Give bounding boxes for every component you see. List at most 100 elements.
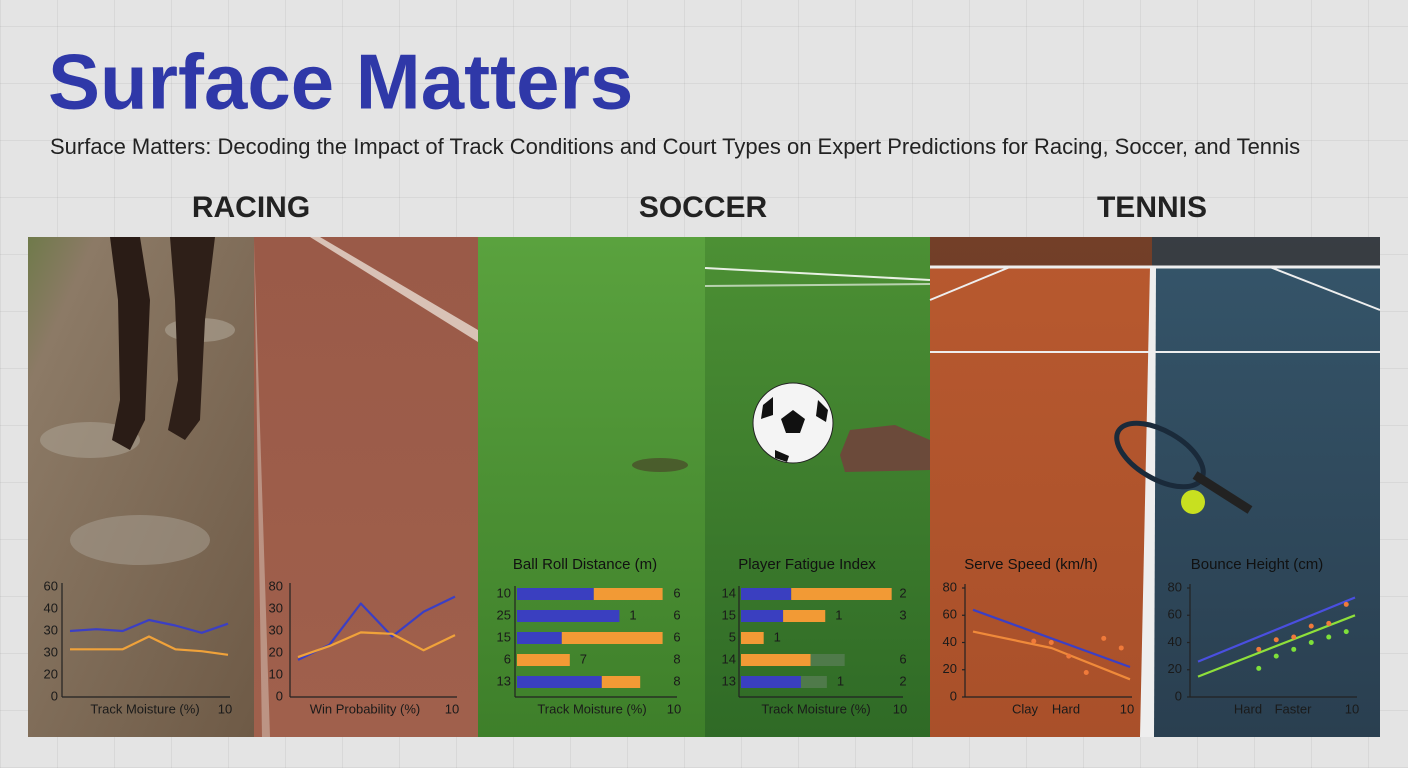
bar-label: 7 (580, 651, 587, 666)
bar-label: 3 (899, 607, 906, 622)
data-point (1291, 646, 1297, 652)
row-label: 10 (497, 585, 511, 600)
bar (783, 610, 826, 622)
data-point (1118, 645, 1124, 651)
y-tick-label: 30 (269, 622, 283, 637)
racing-photo (28, 237, 478, 737)
bar-label: 6 (673, 607, 680, 622)
row-label: 6 (504, 651, 511, 666)
bar (741, 676, 801, 688)
x-tick-label: Faster (1275, 701, 1313, 716)
y-tick-label: 60 (44, 578, 58, 593)
data-point (1083, 669, 1089, 675)
line-series (1197, 596, 1356, 663)
line-series (69, 618, 229, 634)
x-tick-label: 10 (1345, 701, 1359, 716)
bar (741, 654, 811, 666)
data-point (1273, 637, 1279, 643)
y-tick-label: 20 (1168, 661, 1182, 676)
y-tick-label: 40 (44, 600, 58, 615)
y-tick-label: 30 (269, 600, 283, 615)
x-axis-label: Track Moisture (%) (761, 701, 870, 716)
bar-label: 8 (673, 673, 680, 688)
line-series (972, 608, 1131, 669)
y-tick-label: 20 (269, 644, 283, 659)
row-label: 14 (722, 651, 736, 666)
data-point (1048, 640, 1054, 645)
section-label: TENNIS (1097, 191, 1207, 224)
bar (517, 654, 570, 666)
row-label: 5 (729, 629, 736, 644)
tennis-photo (929, 237, 1381, 737)
data-point (1101, 635, 1107, 641)
line-series (70, 635, 229, 656)
data-point (1066, 653, 1072, 659)
y-tick-label: 80 (1168, 579, 1182, 594)
row-label: 15 (722, 607, 736, 622)
chart-title: Bounce Height (cm) (1191, 556, 1324, 573)
y-tick-label: 30 (44, 644, 58, 659)
x-tick-label: 10 (667, 701, 681, 716)
chart-title: Ball Roll Distance (m) (513, 556, 657, 573)
y-tick-label: 40 (943, 634, 957, 649)
y-tick-label: 80 (943, 579, 957, 594)
chart-title: Player Fatigue Index (738, 556, 876, 573)
x-axis-label: Track Moisture (%) (537, 701, 646, 716)
bar-label: 2 (899, 673, 906, 688)
y-tick-label: 60 (943, 607, 957, 622)
y-tick-label: 30 (44, 622, 58, 637)
section-label: SOCCER (639, 191, 768, 224)
x-tick-label: 10 (1120, 701, 1134, 716)
line-series (297, 631, 456, 659)
x-axis-label: Track Moisture (%) (90, 701, 199, 716)
data-point (1256, 646, 1262, 652)
row-label: 13 (722, 673, 736, 688)
y-tick-label: 60 (1168, 607, 1182, 622)
soccer-photo (478, 237, 931, 737)
title: Surface Matters (48, 38, 633, 126)
data-point (1291, 634, 1297, 640)
section-label: RACING (192, 191, 310, 224)
bar-label: 6 (899, 651, 906, 666)
y-tick-label: 20 (943, 661, 957, 676)
data-point (1343, 601, 1349, 607)
bar (741, 588, 792, 600)
bar (517, 676, 602, 688)
bar-label: 8 (673, 651, 680, 666)
bar-label: 1 (835, 607, 842, 622)
bar-label: 1 (774, 629, 781, 644)
bar (561, 632, 663, 644)
bar (517, 588, 594, 600)
chart-title: Serve Speed (km/h) (964, 556, 1097, 573)
bar (800, 676, 827, 688)
y-tick-label: 20 (44, 666, 58, 681)
x-tick-label: 10 (218, 701, 232, 716)
subtitle: Surface Matters: Decoding the Impact of … (50, 134, 1300, 159)
data-point (1326, 634, 1332, 640)
x-tick-label: 10 (893, 701, 907, 716)
bar (593, 588, 663, 600)
row-label: 13 (497, 673, 511, 688)
data-point (1308, 623, 1314, 629)
bar-label: 6 (673, 629, 680, 644)
data-point (1308, 640, 1314, 645)
line-series (972, 630, 1131, 681)
y-tick-label: 0 (51, 688, 58, 703)
bar (741, 632, 764, 644)
data-point (1273, 653, 1279, 659)
x-axis-label: Win Probability (%) (310, 701, 421, 716)
data-point (1343, 629, 1349, 635)
bar-label: 1 (629, 607, 636, 622)
x-tick-label: 10 (445, 701, 459, 716)
y-tick-label: 40 (1168, 634, 1182, 649)
row-label: 14 (722, 585, 736, 600)
bar (517, 610, 620, 622)
data-point (1326, 620, 1332, 626)
data-point (1256, 665, 1262, 671)
charts: Track Moisture (%) 10 0 20 30 30 40 60 Win Proba… (44, 556, 1360, 716)
y-tick-label: 10 (269, 666, 283, 681)
row-label: 25 (497, 607, 511, 622)
x-tick-label: Hard (1052, 701, 1080, 716)
